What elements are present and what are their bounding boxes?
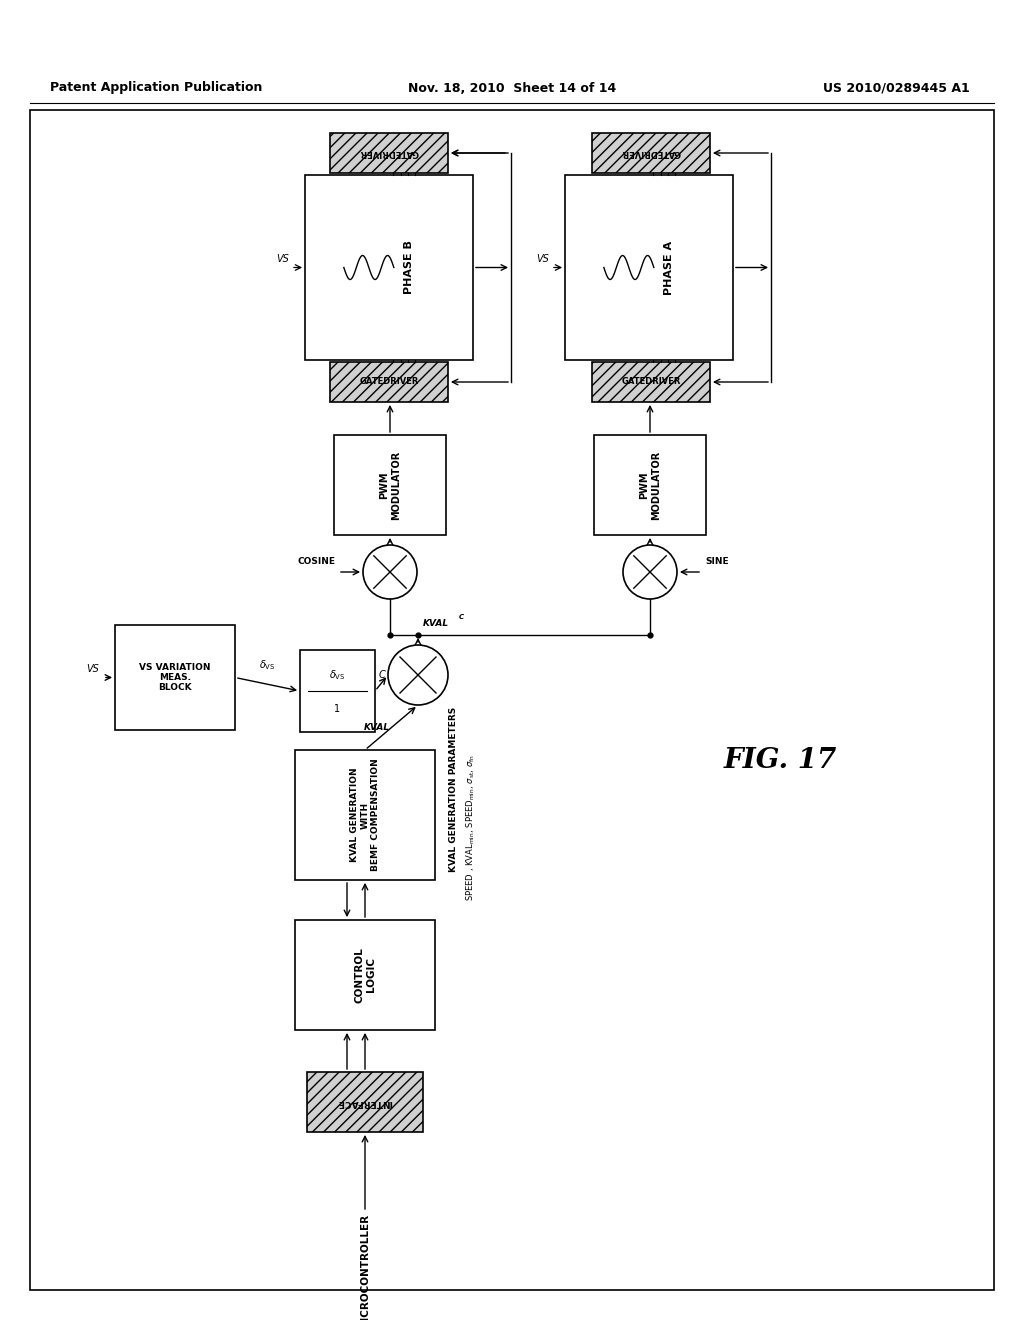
Bar: [295, 750, 435, 880]
Text: CONTROL
LOGIC: CONTROL LOGIC: [354, 948, 376, 1003]
Text: KVAL GENERATION PARAMETERS: KVAL GENERATION PARAMETERS: [449, 706, 458, 871]
Text: PHASE B: PHASE B: [404, 240, 414, 294]
Text: GATEDRIVER: GATEDRIVER: [622, 149, 681, 157]
Bar: [300, 649, 375, 733]
Text: VS VARIATION
MEAS.
BLOCK: VS VARIATION MEAS. BLOCK: [139, 663, 211, 693]
Text: PWM
MODULATOR: PWM MODULATOR: [379, 450, 400, 520]
Text: 1: 1: [335, 704, 341, 714]
Bar: [115, 624, 234, 730]
Text: $\delta_{\rm VS}$: $\delta_{\rm VS}$: [330, 668, 346, 681]
Bar: [330, 362, 449, 403]
Text: GATEDRIVER: GATEDRIVER: [622, 378, 681, 387]
Bar: [330, 133, 449, 173]
Text: VS: VS: [87, 664, 99, 675]
Text: FIG. 17: FIG. 17: [723, 747, 837, 774]
Bar: [565, 176, 733, 360]
Text: SINE: SINE: [705, 557, 729, 566]
Text: C: C: [378, 671, 385, 680]
Text: US 2010/0289445 A1: US 2010/0289445 A1: [823, 82, 970, 95]
Text: PHASE A: PHASE A: [665, 240, 674, 294]
Text: VS: VS: [276, 255, 290, 264]
Text: VS: VS: [537, 255, 550, 264]
Text: KVAL: KVAL: [364, 723, 390, 733]
Bar: [334, 436, 446, 535]
Bar: [592, 133, 710, 173]
Bar: [592, 362, 710, 403]
Bar: [594, 436, 706, 535]
Text: Nov. 18, 2010  Sheet 14 of 14: Nov. 18, 2010 Sheet 14 of 14: [408, 82, 616, 95]
Text: C: C: [459, 614, 464, 620]
Bar: [307, 1072, 423, 1133]
Text: $\delta_{\rm VS}$: $\delta_{\rm VS}$: [259, 659, 275, 672]
Text: Patent Application Publication: Patent Application Publication: [50, 82, 262, 95]
Text: KVAL: KVAL: [423, 619, 450, 627]
Text: INTERFACE: INTERFACE: [338, 1097, 392, 1106]
Text: SPEED , KVAL$_{\rm min}$, SPEED$_{\rm min}$, $\sigma_{\rm st}$, $\sigma_{\rm fn}: SPEED , KVAL$_{\rm min}$, SPEED$_{\rm mi…: [465, 755, 477, 902]
Text: GATEDRIVER: GATEDRIVER: [359, 149, 419, 157]
Text: COSINE: COSINE: [297, 557, 335, 566]
Text: PWM
MODULATOR: PWM MODULATOR: [639, 450, 660, 520]
Bar: [30, 110, 994, 1290]
Text: GATEDRIVER: GATEDRIVER: [359, 378, 419, 387]
Bar: [295, 920, 435, 1030]
Bar: [305, 176, 473, 360]
Text: MICROCONTROLLER: MICROCONTROLLER: [360, 1214, 370, 1320]
Text: KVAL GENERATION
WITH
BEMF COMPENSATION: KVAL GENERATION WITH BEMF COMPENSATION: [350, 759, 380, 871]
